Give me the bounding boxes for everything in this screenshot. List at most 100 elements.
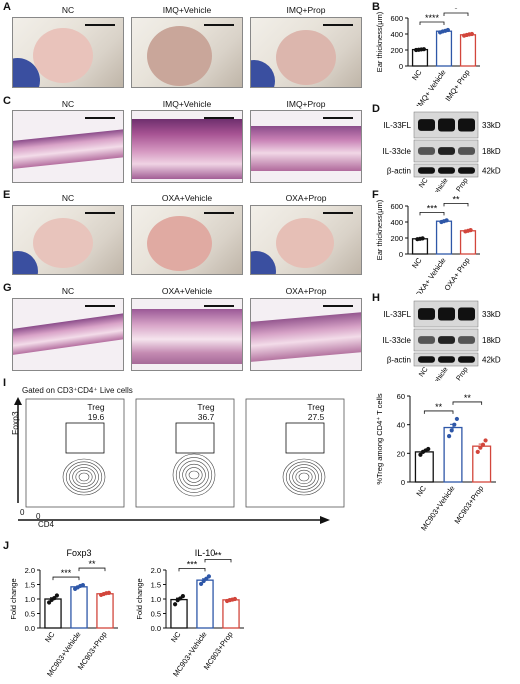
ear-shape xyxy=(276,30,336,85)
contour-line xyxy=(78,472,90,482)
y-tick-label: 20 xyxy=(397,449,405,458)
bar xyxy=(196,579,214,629)
panel-e-title-3: OXA+Prop xyxy=(285,193,327,203)
y-tick-label: 600 xyxy=(390,202,403,211)
panel-label-j: J xyxy=(3,540,10,552)
ear-photo-oxa-nc xyxy=(12,205,124,275)
blot-band xyxy=(438,336,455,344)
scale-bar xyxy=(323,117,353,119)
ear-photo-imq-prop xyxy=(250,17,362,88)
y-tick-label: 2.0 xyxy=(25,566,35,575)
panel-e-title-1: NC xyxy=(61,193,75,203)
contour-line xyxy=(175,457,213,493)
y-tick-label: 0 xyxy=(399,62,403,71)
y-tick-label: 1.5 xyxy=(151,581,161,590)
significance-bracket xyxy=(443,203,469,207)
ear-shape xyxy=(147,26,212,86)
category-label: NC xyxy=(169,630,183,645)
tissue-section xyxy=(13,129,123,169)
band-size: 33kD xyxy=(482,310,501,319)
contour-line xyxy=(62,458,106,496)
x-arrowhead xyxy=(320,516,330,524)
contour-line xyxy=(185,467,203,483)
y-tick-label: 0 xyxy=(401,478,405,487)
category-label: IMQ+ Prop xyxy=(443,68,471,103)
contour-line xyxy=(179,460,209,490)
scale-bar xyxy=(204,117,234,119)
contour-line xyxy=(292,467,316,487)
data-point xyxy=(232,596,237,602)
band-label: IL-33FL xyxy=(383,310,411,319)
category-label: NC xyxy=(43,630,57,645)
y-tick-label: 2.0 xyxy=(151,566,161,575)
panel-label-e: E xyxy=(3,189,11,201)
contour-line xyxy=(295,469,313,485)
blot-band xyxy=(438,147,455,155)
contour-line xyxy=(298,472,310,482)
panel-c-title-3: IMQ+Prop xyxy=(286,99,326,109)
bar xyxy=(411,238,429,255)
data-point xyxy=(47,600,52,605)
blot-band xyxy=(458,167,475,174)
treg-gate-label-vehicle: Treg 36.7 xyxy=(197,402,215,422)
data-point xyxy=(468,228,473,233)
panel-label-i: I xyxy=(3,377,7,389)
blot-band xyxy=(418,167,435,174)
category-label: NC xyxy=(410,256,424,271)
contour-line xyxy=(188,470,200,480)
bar xyxy=(70,586,88,629)
bar xyxy=(411,48,429,67)
significance-label: * xyxy=(454,8,458,14)
blot-band xyxy=(418,308,435,320)
bar xyxy=(96,593,114,629)
significance-label: ** xyxy=(464,393,472,403)
y-tick-label: 200 xyxy=(390,46,403,55)
chart-title: Foxp3 xyxy=(66,548,91,558)
data-point xyxy=(475,449,480,454)
band-size: 42kD xyxy=(482,167,501,176)
chart-title: IL-10 xyxy=(195,548,216,558)
histology-oxa-vehicle xyxy=(131,298,243,371)
western-blot-oxa: IL-33FL 33kD IL-33cle 18kD β-actin 42kD NC OXA+… xyxy=(383,300,501,381)
treg-gate-label-nc: Treg 19.6 xyxy=(87,402,105,422)
contour-line xyxy=(72,467,96,487)
y-tick-label: 0.5 xyxy=(25,610,35,619)
band-label: β-actin xyxy=(387,356,411,365)
glove-shape xyxy=(251,60,275,87)
category-label: NC xyxy=(414,484,428,499)
bar xyxy=(222,599,240,629)
significance-label: ** xyxy=(435,402,443,412)
band-size: 18kD xyxy=(482,147,501,156)
data-point xyxy=(478,445,483,450)
data-point xyxy=(180,594,185,599)
data-point xyxy=(480,442,486,447)
data-point xyxy=(80,582,85,588)
y-tick-label: 400 xyxy=(390,218,403,227)
panel-label-f: F xyxy=(372,189,379,201)
ear-photo-oxa-prop xyxy=(250,205,362,275)
data-point xyxy=(173,602,178,607)
band-size: 18kD xyxy=(482,336,501,345)
scale-bar xyxy=(323,24,353,26)
glove-shape xyxy=(13,251,38,274)
bar xyxy=(472,445,492,483)
flow-x-zero: 0 xyxy=(36,512,41,521)
significance-label: *** xyxy=(427,203,438,213)
histology-imq-vehicle xyxy=(131,110,243,183)
band-size: 42kD xyxy=(482,356,501,365)
flow-y-zero: 0 xyxy=(20,508,25,517)
y-tick-label: 60 xyxy=(397,392,405,401)
significance-bracket xyxy=(419,21,445,25)
bar xyxy=(435,220,453,255)
treg-gate-label-prop: Treg 27.5 xyxy=(307,402,325,422)
panel-g-title-3: OXA+Prop xyxy=(285,286,327,296)
treg-gate xyxy=(175,422,215,454)
panel-label-a: A xyxy=(3,1,11,13)
scale-bar xyxy=(85,24,115,26)
data-point xyxy=(469,31,474,37)
scale-bar xyxy=(204,305,234,307)
data-point xyxy=(206,574,211,579)
data-point xyxy=(444,218,449,223)
panel-label-b: B xyxy=(372,1,380,13)
